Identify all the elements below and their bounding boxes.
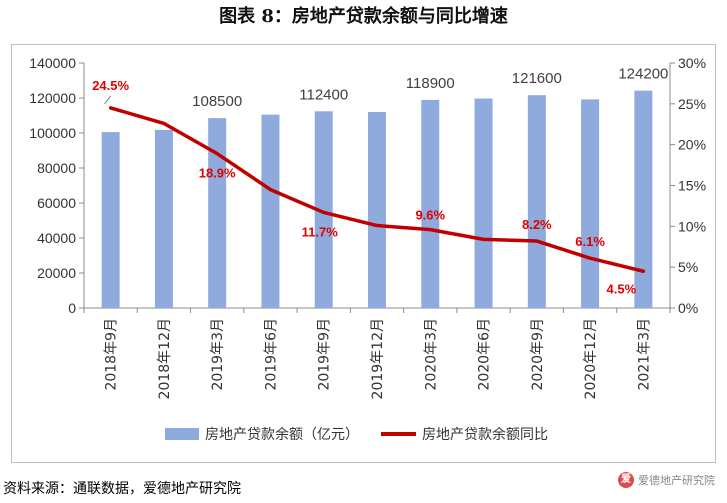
right-tick-label: 30% (678, 55, 706, 71)
x-tick-label: 2019年9月 (317, 318, 333, 391)
line-value-label: 18.9% (199, 166, 236, 181)
data-labels: 108500 112400 118900 121600 124200 24.5% 18.9%… (92, 66, 668, 297)
x-tick-label: 2019年12月 (370, 318, 386, 399)
x-tick-label: 2018年12月 (157, 318, 173, 399)
chart-frame (11, 44, 716, 463)
bar-7 (474, 98, 493, 309)
bar-8 (527, 95, 546, 308)
chart-title: 图表 8：房地产贷款余额与同比增速 (219, 6, 508, 27)
line-series (108, 106, 646, 273)
label-leader-line (104, 95, 112, 105)
bar-value-label: 124200 (618, 66, 668, 83)
bar-0 (101, 132, 120, 308)
brand-watermark: 爱 爱德地产研究院 (618, 470, 715, 490)
bar-4 (314, 111, 333, 308)
bar-3 (261, 114, 280, 308)
right-tick-label: 25% (678, 96, 706, 112)
right-tick-label: 20% (678, 137, 706, 153)
bar-value-label: 108500 (192, 93, 242, 110)
right-tick-label: 5% (678, 259, 698, 275)
x-tick-label: 2020年3月 (423, 318, 439, 391)
x-tick-label: 2018年9月 (104, 318, 120, 391)
line-value-label: 6.1% (575, 234, 605, 249)
source-note: 资料来源：通联数据，爱德地产研究院 (3, 481, 241, 497)
bar-value-label: 112400 (299, 86, 348, 103)
left-tick-label: 0 (68, 300, 76, 316)
x-tick-label: 2020年9月 (530, 318, 546, 391)
bar-2 (208, 118, 227, 308)
bar-1 (154, 129, 173, 308)
left-tick-label: 20000 (37, 265, 76, 281)
x-tick-label: 2019年3月 (210, 318, 226, 391)
bar-value-label: 118900 (406, 75, 455, 92)
x-tick-label: 2020年12月 (583, 318, 599, 399)
bar-9 (581, 99, 600, 309)
legend: 房地产贷款余额（亿元） 房地产贷款余额同比 (165, 426, 548, 443)
x-tick-label: 2019年6月 (263, 318, 279, 391)
legend-line-label: 房地产贷款余额同比 (422, 426, 548, 443)
left-tick-label: 120000 (29, 90, 76, 106)
bar-series (101, 90, 653, 309)
legend-bar-label: 房地产贷款余额（亿元） (205, 426, 359, 443)
line-value-label: 8.2% (522, 217, 552, 232)
right-tick-label: 10% (678, 218, 706, 234)
bar-value-label: 121600 (512, 70, 562, 87)
bar-6 (421, 99, 440, 308)
line-value-label: 9.6% (415, 208, 445, 223)
right-tick-label: 0% (678, 300, 698, 316)
left-tick-label: 60000 (37, 195, 76, 211)
brand-logo-icon: 爱 (618, 472, 634, 488)
left-tick-label: 40000 (37, 230, 76, 246)
x-axis-labels: 2018年9月 2018年12月 2019年3月 2019年6月 2019年9月 2019… (104, 318, 653, 399)
bar-5 (368, 112, 386, 308)
left-tick-label: 100000 (29, 125, 76, 141)
x-tick-label: 2020年6月 (477, 318, 493, 391)
brand-text: 爱德地产研究院 (638, 474, 715, 487)
left-tick-label: 80000 (37, 160, 76, 176)
line-value-label: 24.5% (92, 78, 129, 93)
right-tick-label: 15% (678, 178, 706, 194)
line-value-label: 11.7% (302, 224, 339, 239)
left-axis: 0 20000 40000 60000 80000 100000 120000 140000 (29, 55, 671, 316)
x-tick-label: 2021年3月 (636, 318, 652, 391)
line-value-label: 4.5% (607, 281, 637, 296)
left-tick-label: 140000 (29, 55, 76, 71)
bar-10 (634, 90, 653, 309)
legend-bar-swatch (165, 428, 199, 440)
right-axis: 0% 5% 10% 15% 20% 25% 30% (669, 55, 706, 316)
